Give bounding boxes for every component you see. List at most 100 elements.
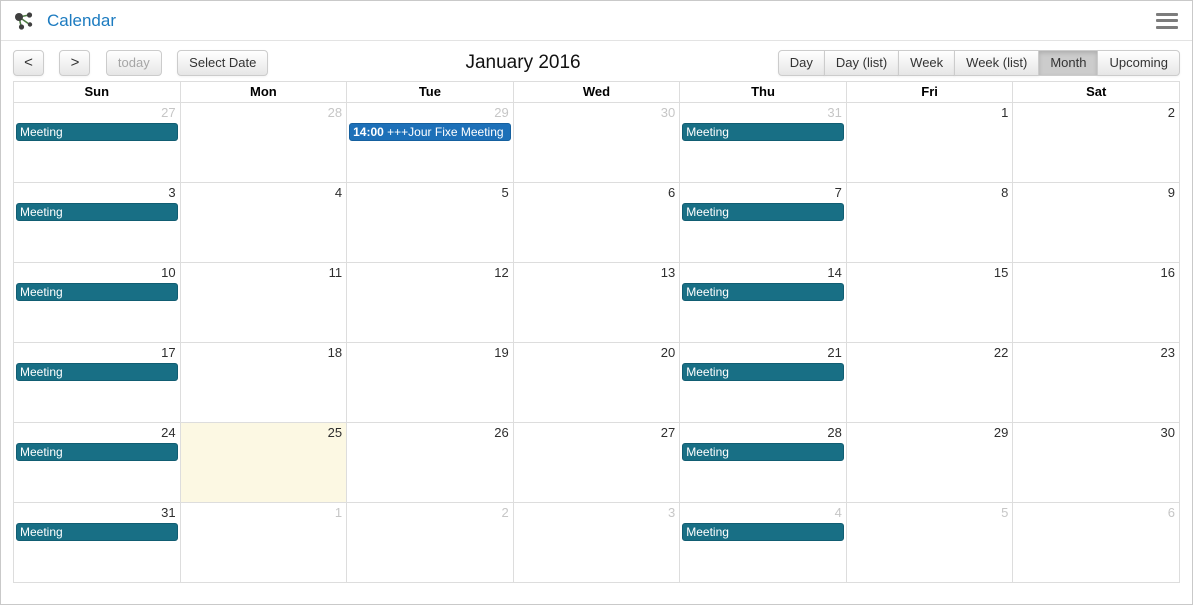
day-header-fri: Fri [845,81,1014,103]
calendar-day-cell[interactable]: 27 [512,422,681,503]
calendar-day-cell[interactable]: 9 [1012,182,1180,263]
calendar-event[interactable]: Meeting [682,283,844,301]
date-number: 3 [668,505,676,520]
calendar-day-cell[interactable]: 16 [1012,262,1180,343]
calendar-day-cell[interactable]: 12 [346,262,514,343]
calendar-day-cell[interactable]: 22 [845,342,1014,423]
hamburger-icon[interactable] [1156,12,1178,29]
date-number: 3 [168,185,176,200]
calendar-day-cell[interactable]: 24 Meeting [13,422,181,503]
calendar-day-cell[interactable]: 11 [179,262,348,343]
page-title: Calendar [47,10,116,30]
next-button[interactable]: > [59,49,91,76]
calendar-day-cell[interactable]: 28 Meeting [679,422,847,503]
calendar-day-cell[interactable]: 19 [346,342,514,423]
month-grid: Sun Mon Tue Wed Thu Fri Sat 27 Meeting 28 2… [13,81,1180,583]
calendar-day-cell[interactable]: 13 [512,262,681,343]
calendar-event[interactable]: Meeting [16,363,178,381]
calendar-week-row: 17 Meeting 18 19 20 21 Meeting 22 23 [13,342,1180,423]
calendar-day-cell[interactable]: 10 Meeting [13,262,181,343]
calendar-day-cell[interactable]: 20 [512,342,681,423]
date-number: 23 [1160,345,1175,360]
date-number: 1 [1001,105,1009,120]
calendar-day-cell[interactable]: 25 [179,422,348,503]
calendar-event[interactable]: Meeting [682,203,844,221]
date-number: 2 [501,505,509,520]
app-header: Calendar [1,1,1192,41]
calendar-day-cell[interactable]: 15 [845,262,1014,343]
calendar-event[interactable]: Meeting [682,443,844,461]
calendar-day-cell[interactable]: 6 [512,182,681,263]
calendar-day-cell[interactable]: 18 [179,342,348,423]
date-number: 2 [1167,105,1175,120]
calendar-day-cell[interactable]: 14 Meeting [679,262,847,343]
calendar-day-cell[interactable]: 7 Meeting [679,182,847,263]
view-button-group: Day Day (list) Week Week (list) Month Up… [777,49,1180,76]
calendar-day-cell[interactable]: 27 Meeting [13,102,181,183]
date-number: 4 [334,185,343,200]
day-header-sat: Sat [1012,81,1180,103]
date-number: 14 [827,265,842,280]
calendar-event[interactable]: Meeting [16,443,178,461]
date-number: 18 [327,345,343,360]
calendar-day-cell[interactable]: 17 Meeting [13,342,181,423]
calendar-day-cell[interactable]: 6 [1012,502,1180,583]
date-number: 31 [161,505,176,520]
calendar-day-cell[interactable]: 30 [1012,422,1180,503]
view-button-upcoming[interactable]: Upcoming [1097,49,1180,76]
calendar-day-cell[interactable]: 31 Meeting [13,502,181,583]
calendar-day-cell[interactable]: 30 [512,102,681,183]
date-number: 28 [827,425,842,440]
calendar-day-cell[interactable]: 29 14:00 +++Jour Fixe Meeting [346,102,514,183]
calendar-event[interactable]: Meeting [16,123,178,141]
calendar-day-cell[interactable]: 26 [346,422,514,503]
view-button-day[interactable]: Day [777,49,825,76]
date-number: 11 [328,265,343,280]
calendar-day-cell[interactable]: 5 [845,502,1014,583]
calendar-day-cell[interactable]: 3 Meeting [13,182,181,263]
prev-button[interactable]: < [13,49,44,76]
calendar-day-cell[interactable]: 2 [1012,102,1180,183]
calendar-event[interactable]: Meeting [16,283,178,301]
calendar-day-cell[interactable]: 31 Meeting [679,102,847,183]
day-header-mon: Mon [179,81,348,103]
date-number: 24 [161,425,176,440]
date-number: 12 [494,265,509,280]
calendar-day-cell[interactable]: 8 [845,182,1014,263]
day-header-row: Sun Mon Tue Wed Thu Fri Sat [13,81,1180,103]
calendar-event[interactable]: Meeting [682,363,844,381]
calendar-day-cell[interactable]: 1 [179,502,348,583]
date-number: 6 [1167,505,1175,520]
calendar-event[interactable]: 14:00 +++Jour Fixe Meeting [349,123,511,141]
calendar-day-cell[interactable]: 1 [845,102,1014,183]
date-number: 6 [668,185,676,200]
calendar-day-cell[interactable]: 4 Meeting [679,502,847,583]
calendar-day-cell[interactable]: 4 [179,182,348,263]
today-button[interactable]: today [105,49,162,76]
date-number: 30 [660,105,676,120]
calendar-day-cell[interactable]: 23 [1012,342,1180,423]
calendar-week-row: 24 Meeting 25 26 27 28 Meeting 29 30 [13,422,1180,503]
calendar-day-cell[interactable]: 29 [845,422,1014,503]
calendar-event[interactable]: Meeting [16,523,178,541]
month-title: January 2016 [465,51,581,73]
day-header-wed: Wed [512,81,681,103]
calendar-event[interactable]: Meeting [682,123,844,141]
calendar-day-cell[interactable]: 5 [346,182,514,263]
date-number: 21 [827,345,842,360]
view-button-day-list[interactable]: Day (list) [823,49,900,76]
calendar-day-cell[interactable]: 2 [346,502,514,583]
view-button-month[interactable]: Month [1038,49,1099,76]
view-button-week[interactable]: Week [898,49,956,76]
date-number: 27 [161,105,176,120]
calendar-event[interactable]: Meeting [16,203,178,221]
date-number: 8 [1001,185,1009,200]
calendar-event[interactable]: Meeting [682,523,844,541]
calendar-day-cell[interactable]: 3 [512,502,681,583]
calendar-day-cell[interactable]: 21 Meeting [679,342,847,423]
view-button-week-list[interactable]: Week (list) [954,49,1040,76]
calendar-day-cell[interactable]: 28 [179,102,348,183]
network-icon [15,11,33,30]
select-date-button[interactable]: Select Date [177,49,269,76]
day-header-sun: Sun [13,81,181,103]
